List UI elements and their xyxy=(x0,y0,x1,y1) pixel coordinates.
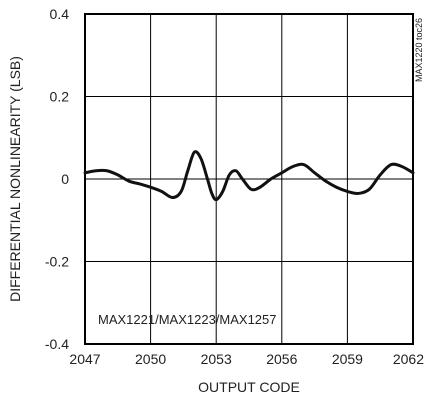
y-tick-labels: 0.4 0.2 0 -0.2 -0.4 xyxy=(45,6,69,352)
plot-frame xyxy=(84,13,414,345)
y-tick-label: -0.2 xyxy=(45,254,69,270)
x-tick-label: 2047 xyxy=(69,351,100,367)
y-tick-label: 0.2 xyxy=(50,89,70,105)
dnl-series-line xyxy=(83,150,415,202)
x-tick-label: 2059 xyxy=(332,351,363,367)
series-layer xyxy=(83,150,415,202)
chart-annotation: MAX1221/MAX1223/MAX1257 xyxy=(98,312,277,327)
y-axis-title: DIFFERENTIAL NONLINEARITY (LSB) xyxy=(7,56,23,302)
grid xyxy=(84,13,414,345)
y-tick-label: 0 xyxy=(61,171,69,187)
x-axis-title: OUTPUT CODE xyxy=(198,379,300,395)
y-tick-label: 0.4 xyxy=(50,6,70,22)
x-tick-label: 2062 xyxy=(393,351,424,367)
x-tick-label: 2050 xyxy=(135,351,166,367)
x-tick-label: 2053 xyxy=(201,351,232,367)
y-tick-label: -0.4 xyxy=(45,336,69,352)
x-tick-label: 2056 xyxy=(266,351,297,367)
x-tick-labels: 2047 2050 2053 2056 2059 2062 xyxy=(69,351,424,367)
figure-id-note: MAX1220 toc26 xyxy=(414,18,424,82)
